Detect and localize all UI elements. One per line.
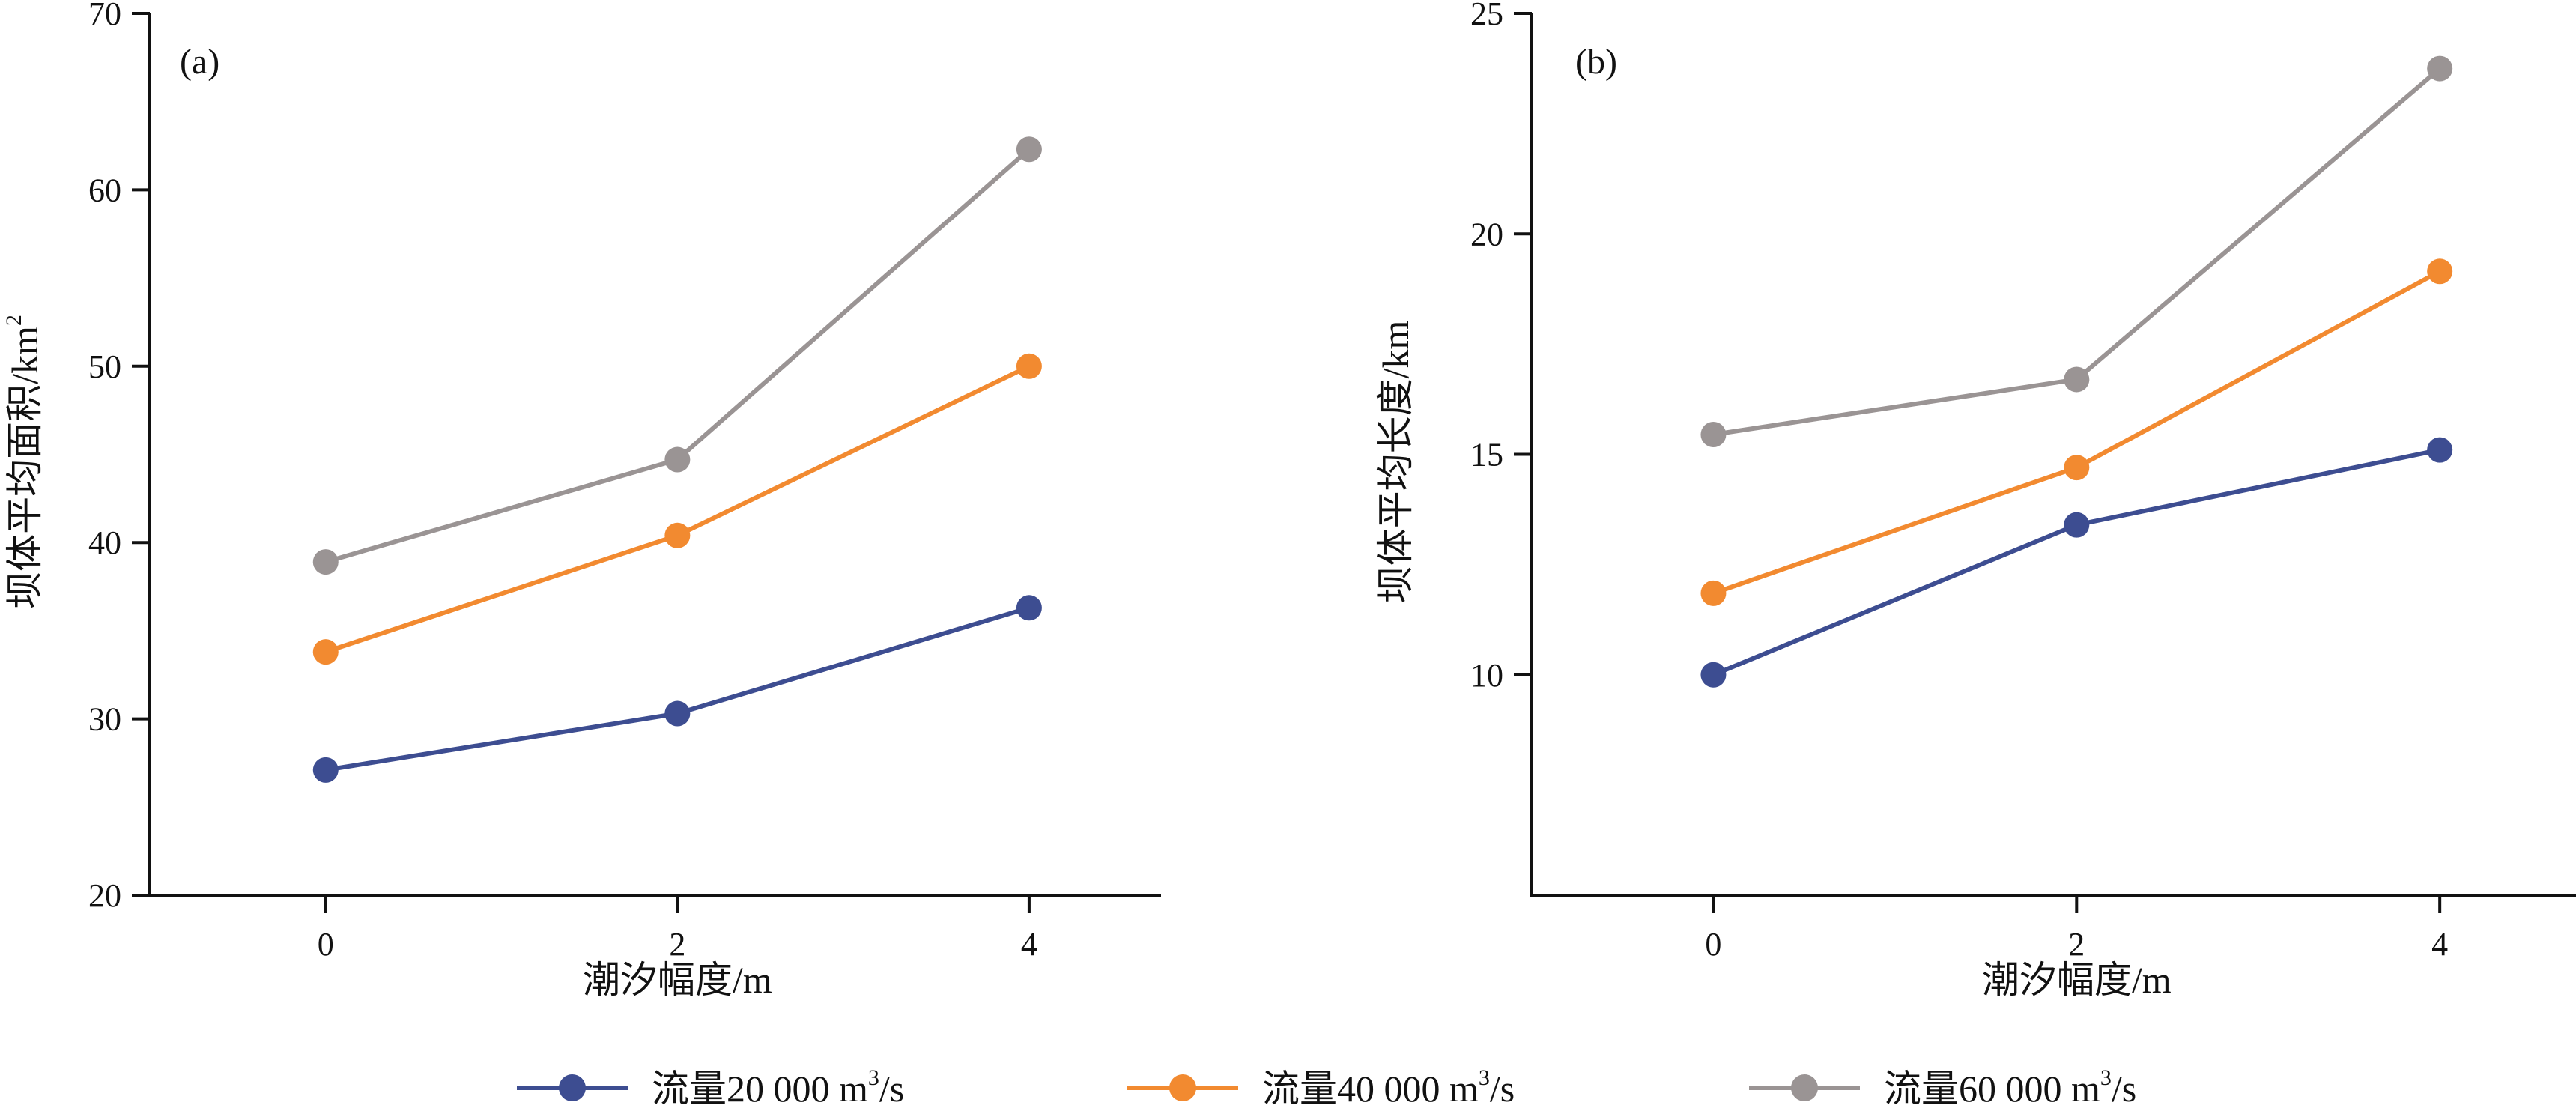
series-2	[312, 353, 1042, 665]
data-point	[2427, 437, 2453, 463]
x-tick-label: 0	[318, 926, 334, 963]
data-point	[2064, 366, 2090, 393]
series-line	[1712, 269, 2441, 596]
data-point	[1700, 580, 1727, 606]
legend-label-unit: /s	[2112, 1068, 2136, 1108]
y-tick-label: 60	[88, 172, 121, 208]
legend-label-sup: 3	[2100, 1065, 2112, 1090]
legend-item-2: 流量40 000 m3/s	[1127, 1065, 1515, 1108]
y-axis-title: 坝体平均长度/km	[1375, 321, 1416, 604]
panel-tag: (b)	[1575, 42, 1617, 82]
y-tick-label: 20	[1470, 216, 1503, 252]
x-tick-label: 2	[669, 926, 685, 963]
data-point	[664, 446, 691, 473]
legend-marker	[1791, 1074, 1818, 1101]
data-point	[1700, 422, 1727, 448]
data-point	[312, 757, 339, 783]
data-point	[312, 549, 339, 575]
legend-label-main: 流量60 000 m	[1884, 1068, 2100, 1108]
data-point	[1016, 595, 1042, 621]
series-2	[1700, 258, 2453, 606]
data-point	[1700, 662, 1727, 688]
legend-label-main: 流量20 000 m	[652, 1068, 868, 1108]
legend-label-sup: 3	[1479, 1065, 1490, 1090]
x-tick-label: 0	[1705, 926, 1721, 963]
y-tick-label: 10	[1470, 657, 1503, 694]
legend-label-sup: 3	[868, 1065, 879, 1090]
data-point	[1016, 353, 1042, 379]
y-tick-label: 30	[88, 701, 121, 738]
series-line	[1712, 447, 2440, 677]
legend-marker	[1169, 1074, 1196, 1101]
series-line	[324, 148, 1031, 564]
series-1	[312, 595, 1042, 783]
y-tick-label: 15	[1470, 437, 1503, 473]
legend-label: 流量40 000 m3/s	[1262, 1065, 1515, 1108]
series-3	[312, 136, 1042, 575]
y-tick-label: 70	[88, 0, 121, 32]
y-tick-label: 40	[88, 524, 121, 561]
y-tick-label: 25	[1470, 0, 1503, 32]
legend-label: 流量60 000 m3/s	[1884, 1065, 2136, 1108]
series-line	[324, 364, 1031, 654]
legend-marker	[559, 1074, 586, 1101]
legend-label: 流量20 000 m3/s	[652, 1065, 904, 1108]
data-point	[664, 522, 691, 548]
x-tick-label: 2	[2068, 926, 2085, 963]
x-tick-label: 4	[2431, 926, 2448, 963]
legend-item-3: 流量60 000 m3/s	[1749, 1065, 2136, 1108]
y-axis-title-main: 坝体平均长度/km	[1375, 321, 1416, 604]
y-tick-label: 20	[88, 877, 121, 914]
x-tick-label: 4	[1021, 926, 1037, 963]
series-3	[1700, 55, 2453, 448]
series-line	[325, 605, 1030, 772]
x-axis-title: 潮汐幅度/m	[1982, 959, 2172, 1001]
series-1	[1700, 437, 2453, 688]
y-axis-title-sup: 2	[1, 315, 26, 326]
legend-item-1: 流量20 000 m3/s	[517, 1065, 904, 1108]
panel-tag: (a)	[180, 42, 219, 82]
data-point	[1016, 136, 1042, 163]
data-point	[664, 700, 691, 727]
y-axis-title: 坝体平均面积/km2	[1, 315, 46, 609]
chart-panel-b: 10 15 20 25 0 2 4 (b) 潮汐幅度/m 坝体平均长度/km	[1375, 0, 2576, 1001]
legend-label-unit: /s	[1490, 1068, 1515, 1108]
data-point	[312, 639, 339, 665]
data-point	[2427, 55, 2453, 82]
y-tick-label: 50	[88, 348, 121, 385]
x-axis-title: 潮汐幅度/m	[583, 959, 772, 1001]
data-point	[2064, 512, 2090, 538]
legend-label-unit: /s	[879, 1068, 904, 1108]
y-axis-title-main: 坝体平均面积/km	[4, 326, 46, 609]
legend: 流量20 000 m3/s 流量40 000 m3/s 流量60 000 m3/s	[517, 1065, 2136, 1108]
data-point	[2427, 258, 2453, 285]
data-point	[2064, 455, 2090, 481]
legend-label-main: 流量40 000 m	[1262, 1068, 1479, 1108]
